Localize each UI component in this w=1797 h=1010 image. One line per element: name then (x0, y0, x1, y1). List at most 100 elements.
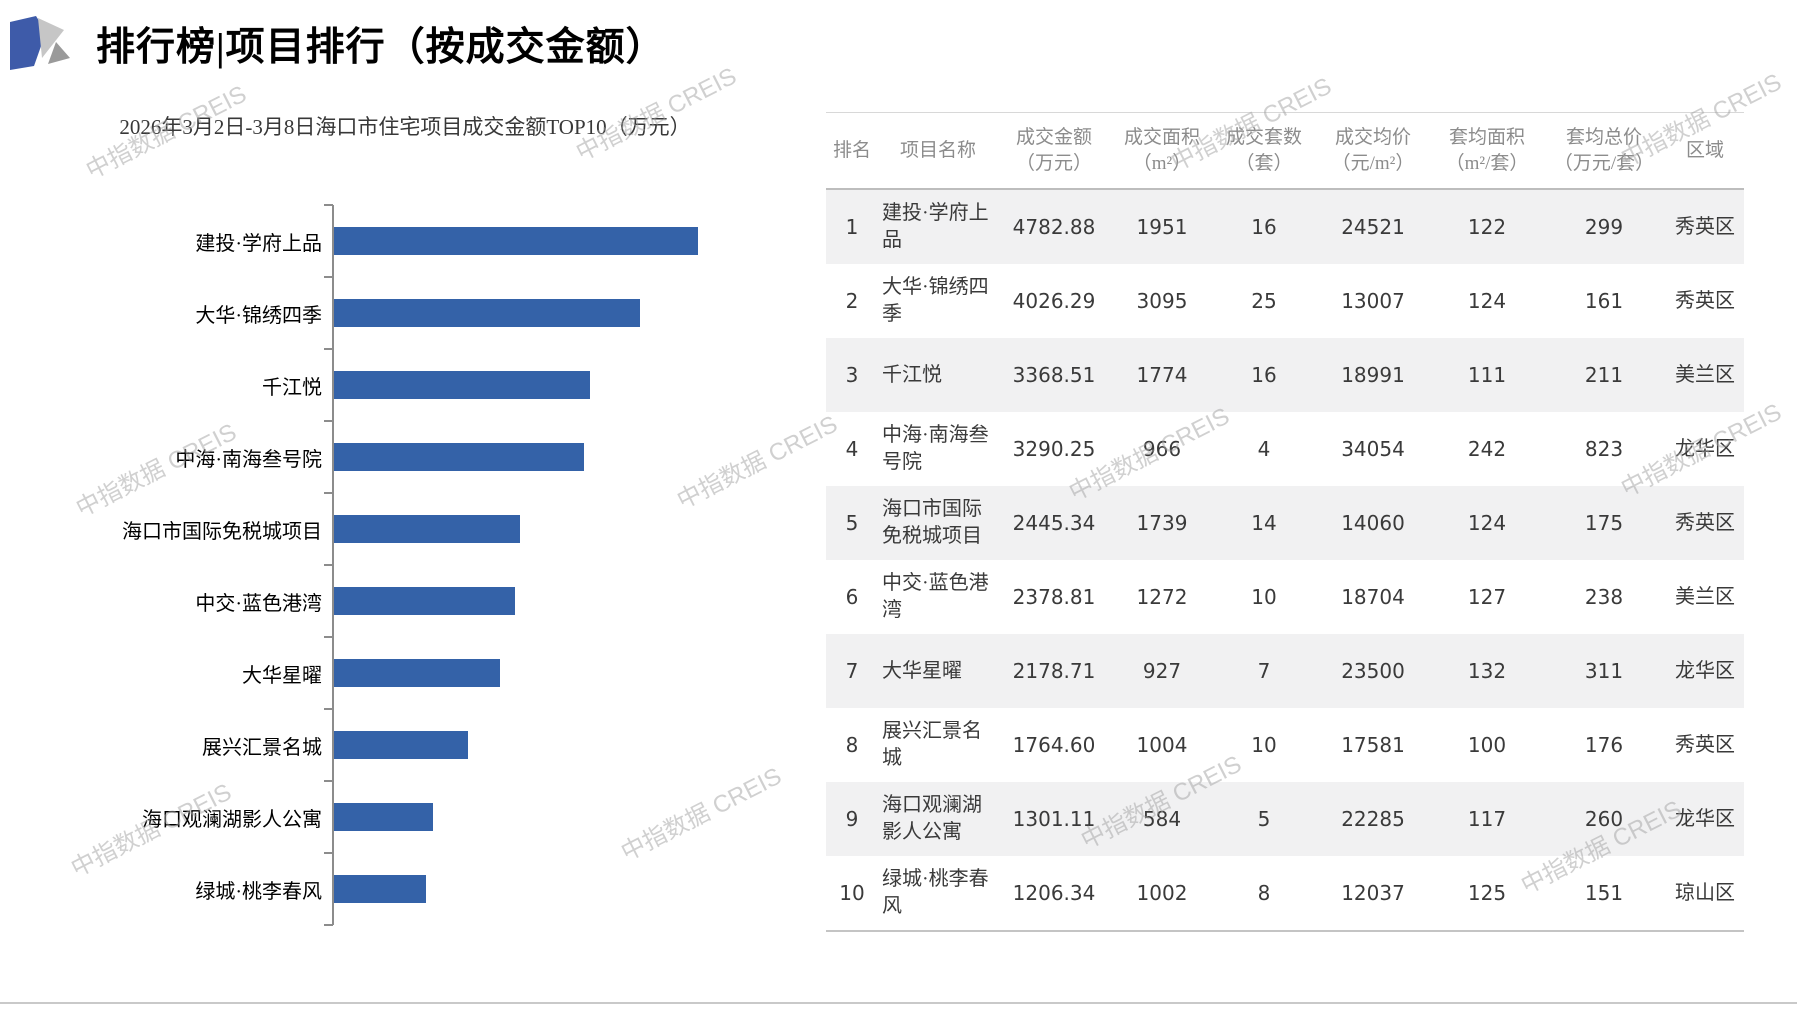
table-cell-avg_price: 17581 (1341, 732, 1405, 757)
bar-label: 建投·学府上品 (195, 232, 322, 255)
table-cell-avg_total: 823 (1584, 436, 1624, 461)
table-cell-name: 大华·锦绣四季 (882, 276, 989, 326)
table-cell-amount: 1764.60 (1012, 732, 1096, 757)
ranking-table-wrap: 排名 项目名称 成交金额 （万元） 成交面积 （m²） 成交套数 （套） 成交均价 （元/… (826, 112, 1744, 933)
table-cell-area: 1951 (1136, 214, 1188, 239)
table-cell-area: 1739 (1136, 510, 1188, 535)
bar-row: 绿城·桃李春风 (78, 853, 798, 925)
table-cell-name: 大华星曜 (882, 659, 962, 682)
table-cell-amount: 2445.34 (1012, 510, 1096, 535)
table-cell-avg_area: 132 (1467, 658, 1507, 683)
table-cell-avg_price: 18991 (1341, 362, 1405, 387)
ranking-table: 排名 项目名称 成交金额 （万元） 成交面积 （m²） 成交套数 （套） 成交均价 （元/… (826, 112, 1744, 933)
bar-track (334, 709, 714, 781)
table-cell-amount: 3368.51 (1012, 362, 1096, 387)
table-cell-avg_area: 127 (1467, 584, 1507, 609)
table-cell-avg_total: 211 (1584, 362, 1624, 387)
bar (334, 515, 520, 543)
table-row: 10 绿城·桃李春风 1206.34 1002 8 12037 125 151 琼山区 (826, 856, 1744, 933)
axis-tick (324, 492, 333, 494)
table-row: 8 展兴汇景名城 1764.60 1004 10 17581 100 176 秀英区 (826, 708, 1744, 782)
table-cell-name: 中海·南海叁号院 (882, 424, 989, 474)
table-header-cell: 成交均价 （元/m²） (1314, 112, 1432, 191)
table-cell-rank: 4 (845, 436, 859, 461)
axis-tick (324, 708, 333, 710)
table-cell-rank: 9 (845, 806, 859, 831)
table-cell-region: 秀英区 (1675, 215, 1735, 238)
table-header-cell: 成交金额 （万元） (998, 112, 1110, 191)
bar-row: 千江悦 (78, 349, 798, 421)
table-cell-units: 16 (1251, 214, 1277, 239)
table-cell-avg_area: 117 (1467, 806, 1507, 831)
bar (334, 227, 698, 255)
bar (334, 299, 640, 327)
table-cell-name: 中交·蓝色港湾 (882, 572, 989, 622)
bar-row: 海口观澜湖影人公寓 (78, 781, 798, 853)
table-cell-rank: 7 (845, 658, 859, 683)
table-cell-name: 海口市国际免税城项目 (882, 498, 982, 548)
table-cell-amount: 4026.29 (1012, 288, 1096, 313)
table-cell-area: 1272 (1136, 584, 1188, 609)
table-cell-avg_area: 122 (1467, 214, 1507, 239)
table-cell-units: 5 (1257, 806, 1271, 831)
bar-label: 大华星曜 (242, 664, 322, 687)
table-cell-avg_total: 299 (1584, 214, 1624, 239)
table-row: 7 大华星曜 2178.71 927 7 23500 132 311 龙华区 (826, 634, 1744, 709)
table-cell-amount: 1301.11 (1012, 806, 1096, 831)
logo-dark-gray-shape (48, 42, 70, 64)
table-cell-amount: 2178.71 (1012, 658, 1096, 683)
table-cell-amount: 3290.25 (1012, 436, 1096, 461)
table-header-cell: 项目名称 (878, 112, 998, 191)
table-cell-avg_price: 34054 (1341, 436, 1405, 461)
bar-row: 中海·南海叁号院 (78, 421, 798, 493)
bar-track (334, 349, 714, 421)
table-cell-avg_total: 238 (1584, 584, 1624, 609)
table-cell-avg_total: 311 (1584, 658, 1624, 683)
table-cell-avg_price: 22285 (1341, 806, 1405, 831)
table-header-cell: 成交面积 （m²） (1110, 112, 1214, 191)
table-cell-avg_total: 151 (1542, 856, 1666, 933)
bar (334, 443, 585, 471)
table-cell-units: 4 (1257, 436, 1271, 461)
bar-row: 大华·锦绣四季 (78, 277, 798, 349)
bar-label: 中交·蓝色港湾 (195, 592, 322, 615)
bar-label: 海口观澜湖影人公寓 (142, 808, 322, 831)
bar (334, 731, 469, 759)
axis-tick (324, 420, 333, 422)
axis-tick (324, 636, 333, 638)
bar-track (334, 493, 714, 565)
category-axis-line (332, 205, 334, 925)
table-cell-avg_price: 24521 (1341, 214, 1405, 239)
table-cell-region: 美兰区 (1675, 585, 1735, 608)
table-cell-area: 1004 (1136, 732, 1188, 757)
bar-row: 中交·蓝色港湾 (78, 565, 798, 637)
table-cell-region: 秀英区 (1675, 511, 1735, 534)
bar-chart: 建投·学府上品大华·锦绣四季千江悦中海·南海叁号院海口市国际免税城项目中交·蓝色… (78, 204, 798, 926)
table-cell-rank: 2 (845, 288, 859, 313)
bar (334, 371, 590, 399)
bar-label: 千江悦 (262, 376, 322, 399)
table-cell-region: 龙华区 (1675, 807, 1735, 830)
table-cell-name: 绿城·桃李春风 (878, 856, 998, 933)
table-header-cell: 套均面积 （m²/套） (1432, 112, 1542, 191)
logo-blue-shape (10, 16, 46, 70)
bottom-divider (0, 1002, 1797, 1004)
bar (334, 875, 426, 903)
table-cell-name: 建投·学府上品 (882, 202, 989, 252)
table-cell-units: 25 (1251, 288, 1277, 313)
table-cell-area: 1774 (1136, 362, 1188, 387)
table-row: 2 大华·锦绣四季 4026.29 3095 25 13007 124 161 秀英区 (826, 264, 1744, 338)
table-cell-avg_total: 175 (1584, 510, 1624, 535)
bar-label: 中海·南海叁号院 (175, 448, 322, 471)
table-header-cell: 区域 (1666, 112, 1744, 191)
table-row: 5 海口市国际免税城项目 2445.34 1739 14 14060 124 175 秀英区 (826, 486, 1744, 561)
bar-label: 绿城·桃李春风 (195, 880, 322, 903)
bar-label: 海口市国际免税城项目 (122, 520, 322, 543)
axis-tick (324, 276, 333, 278)
table-cell-rank: 3 (845, 362, 859, 387)
table-cell-rank: 5 (845, 510, 859, 535)
table-cell-amount: 2378.81 (1012, 584, 1096, 609)
bar-label: 展兴汇景名城 (202, 736, 322, 759)
axis-tick (324, 780, 333, 782)
